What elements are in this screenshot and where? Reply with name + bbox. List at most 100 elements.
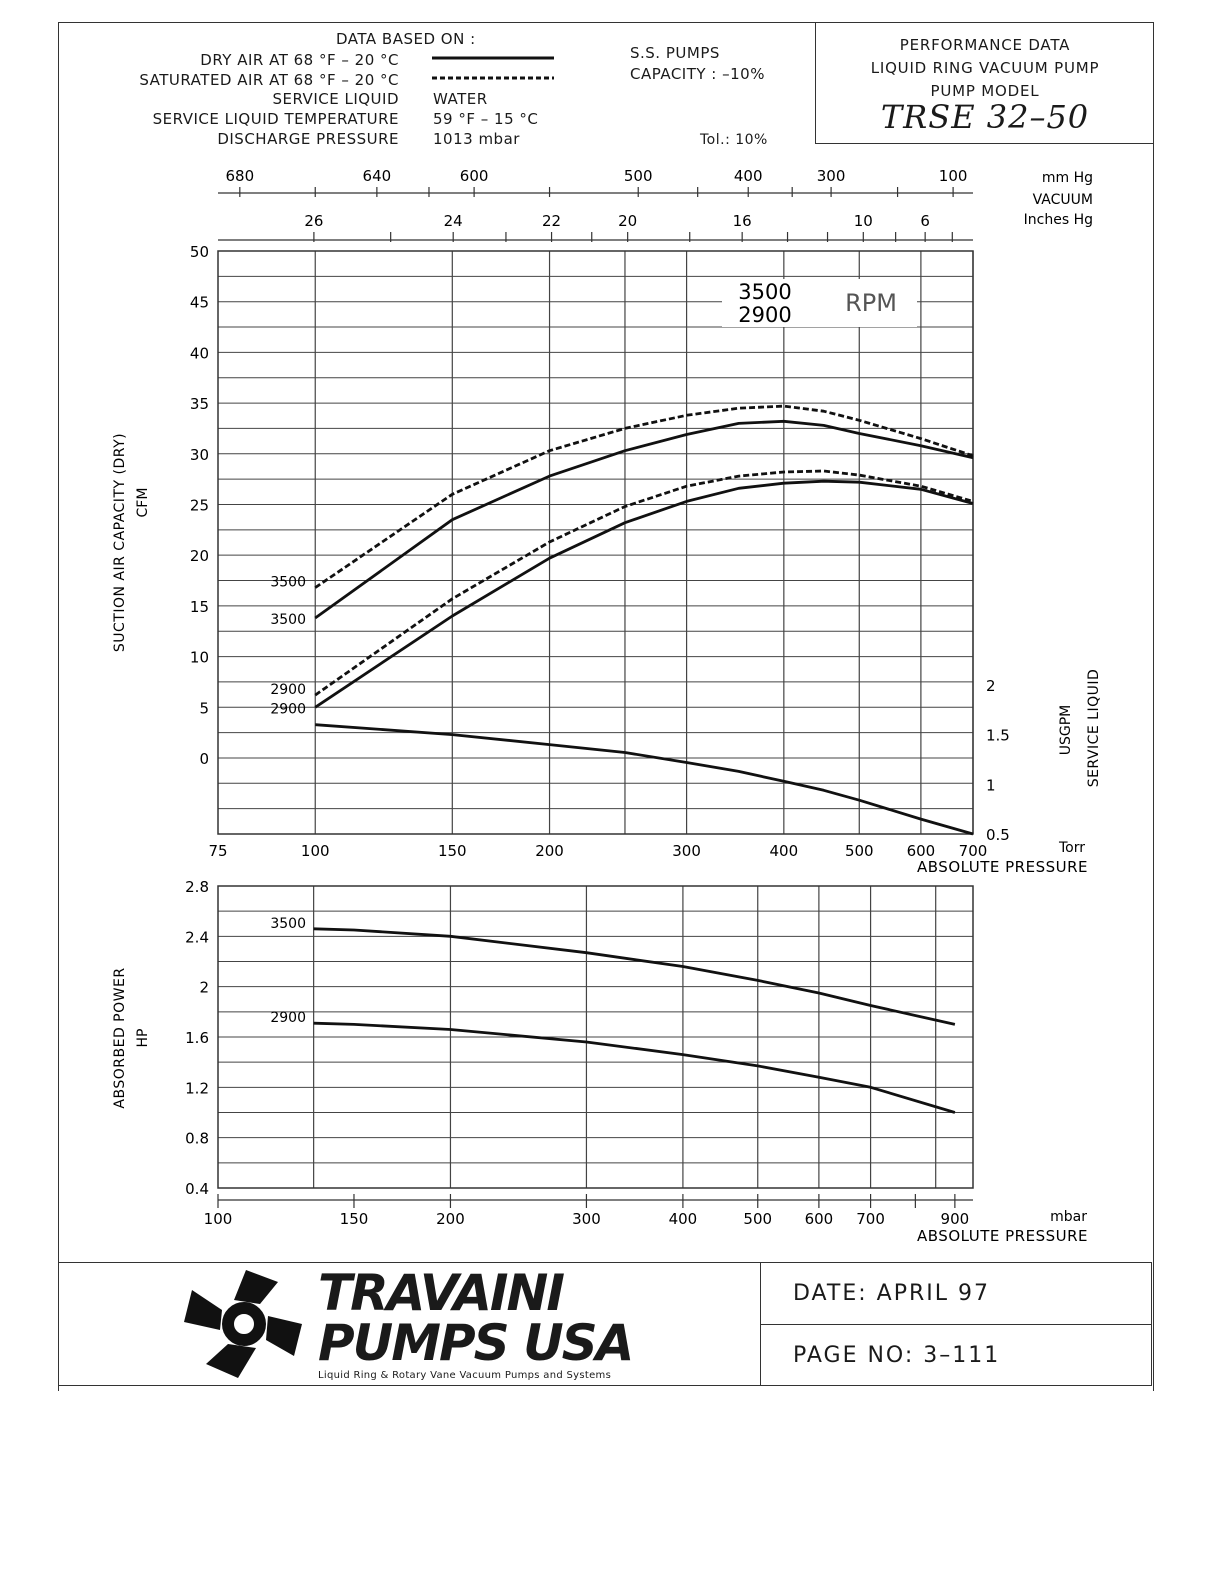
inhg-unit-label: Inches Hg xyxy=(1024,212,1093,228)
discharge-pressure-label: DISCHARGE PRESSURE xyxy=(217,130,399,148)
series-label-3500-dashed: 3500 xyxy=(270,575,306,591)
y-axis-unit: HP xyxy=(135,1029,151,1048)
y-tick-label: 20 xyxy=(190,547,209,565)
y-tick-label: 35 xyxy=(190,395,209,413)
service-liquid-tick-label: 0.5 xyxy=(986,826,1010,844)
mmhg-tick-label: 400 xyxy=(734,167,763,185)
series-label-2900-solid: 2900 xyxy=(270,701,306,717)
performance-charts: 0 5 10 15 20 25 30 35 40 45 50 75 100 150 200 300 400 500… xyxy=(112,167,1102,1245)
x-tick-label: 200 xyxy=(436,1210,465,1228)
travaini-logo-icon xyxy=(184,1270,302,1378)
service-liquid-label: SERVICE LIQUID xyxy=(272,90,399,108)
mmhg-tick-label: 100 xyxy=(939,167,968,185)
inhg-tick-label: 16 xyxy=(733,212,752,230)
x-tick-label: 150 xyxy=(340,1210,369,1228)
service-liquid-axis-title: SERVICE LIQUID xyxy=(1086,669,1102,788)
service-liquid-unit: USGPM xyxy=(1058,705,1074,756)
pump-model: TRSE 32–50 xyxy=(880,98,1090,136)
series-label-3500-solid: 3500 xyxy=(270,612,306,628)
mmhg-tick-label: 680 xyxy=(225,167,254,185)
service-liquid-tick-label: 2 xyxy=(986,677,996,695)
capacity-curve-3500-solid xyxy=(314,419,974,620)
rpm-label-3500: 3500 xyxy=(738,280,791,304)
capacity-note: CAPACITY : –10% xyxy=(630,65,765,83)
x-tick-label: 400 xyxy=(770,842,799,860)
pump-type: LIQUID RING VACUUM PUMP xyxy=(870,59,1100,77)
x-tick-label: 300 xyxy=(672,842,701,860)
x-unit-label: mbar xyxy=(1050,1209,1087,1225)
service-liquid-tick-label: 1 xyxy=(986,776,996,794)
vacuum-label: VACUUM xyxy=(1033,192,1093,208)
x-tick-label: 150 xyxy=(438,842,467,860)
y-tick-label: 2.8 xyxy=(185,878,209,896)
capacity-curve-3500-dashed xyxy=(314,404,974,589)
service-liquid-temperature-value: 59 °F – 15 °C xyxy=(433,110,539,128)
mmhg-tick-label: 500 xyxy=(624,167,653,185)
x-tick-label: 900 xyxy=(941,1210,970,1228)
mmhg-tick-label: 640 xyxy=(363,167,392,185)
inhg-tick-label: 24 xyxy=(444,212,463,230)
service-liquid-curve xyxy=(315,723,974,836)
x-tick-label: 600 xyxy=(907,842,936,860)
rpm-label-2900: 2900 xyxy=(738,303,791,327)
data-based-on-label: DATA BASED ON : xyxy=(336,30,476,48)
x-tick-label: 200 xyxy=(535,842,564,860)
date-field: DATE: APRIL 97 xyxy=(760,1262,1152,1325)
capacity-curve-2900-solid xyxy=(314,479,974,709)
brand-tagline: Liquid Ring & Rotary Vane Vacuum Pumps a… xyxy=(318,1370,612,1381)
series-label-3500: 3500 xyxy=(270,916,306,932)
series-label-2900-dashed: 2900 xyxy=(270,682,306,698)
y-axis-unit: CFM xyxy=(135,488,151,518)
y-tick-label: 45 xyxy=(190,294,209,312)
y-tick-label: 10 xyxy=(190,649,209,667)
y-tick-label: 1.6 xyxy=(185,1029,209,1047)
power-curve-3500 xyxy=(313,927,956,1026)
datasheet-frame xyxy=(58,22,1154,1391)
y-axis-title: SUCTION AIR CAPACITY (DRY) xyxy=(112,433,128,652)
x-tick-label: 500 xyxy=(743,1210,772,1228)
brand-line-1: TRAVAINI xyxy=(318,1264,565,1322)
x-axis-title: ABSOLUTE PRESSURE xyxy=(917,1227,1088,1245)
service-liquid-tick-label: 1.5 xyxy=(986,727,1010,745)
chart-1-plot-frame xyxy=(217,250,974,835)
x-tick-label: 100 xyxy=(301,842,330,860)
y-tick-label: 0.8 xyxy=(185,1130,209,1148)
y-tick-label: 30 xyxy=(190,446,209,464)
inhg-tick-label: 6 xyxy=(920,212,930,230)
y-tick-label: 1.2 xyxy=(185,1079,209,1097)
brand-line-2: PUMPS USA xyxy=(318,1314,634,1372)
x-unit-label: Torr xyxy=(1058,840,1085,856)
rpm-legend-background xyxy=(722,279,917,327)
service-liquid-value: WATER xyxy=(433,90,488,108)
brand-name: TRAVAINI PUMPS USA xyxy=(318,1264,634,1372)
mmhg-unit-label: mm Hg xyxy=(1042,170,1093,186)
performance-data-box: PERFORMANCE DATA LIQUID RING VACUUM PUMP… xyxy=(815,22,1153,144)
inhg-tick-label: 22 xyxy=(542,212,561,230)
y-tick-label: 0.4 xyxy=(185,1180,209,1198)
pump-model-label: PUMP MODEL xyxy=(930,82,1040,100)
y-tick-label: 5 xyxy=(199,699,209,717)
x-tick-label: 600 xyxy=(805,1210,834,1228)
power-curve-2900 xyxy=(313,1021,956,1114)
service-liquid-temperature-label: SERVICE LIQUID TEMPERATURE xyxy=(152,110,399,128)
y-tick-label: 50 xyxy=(190,243,209,261)
y-tick-label: 15 xyxy=(190,598,209,616)
inhg-tick-label: 26 xyxy=(304,212,323,230)
x-tick-label: 500 xyxy=(845,842,874,860)
x-tick-label: 700 xyxy=(856,1210,885,1228)
inhg-tick-label: 20 xyxy=(618,212,637,230)
x-axis-title: ABSOLUTE PRESSURE xyxy=(917,858,1088,876)
y-tick-label: 25 xyxy=(190,496,209,514)
capacity-curve-2900-dashed xyxy=(314,469,974,697)
y-tick-label: 0 xyxy=(199,750,209,768)
x-tick-label: 300 xyxy=(572,1210,601,1228)
x-tick-label: 75 xyxy=(208,842,227,860)
x-tick-label: 700 xyxy=(959,842,988,860)
x-tick-label: 400 xyxy=(669,1210,698,1228)
rpm-word: RPM xyxy=(845,289,897,317)
inhg-tick-label: 10 xyxy=(854,212,873,230)
tolerance-note: Tol.: 10% xyxy=(700,132,768,148)
legend-line-styles xyxy=(432,56,554,80)
chart-2-plot-frame xyxy=(217,885,974,1189)
pumps-note: S.S. PUMPS xyxy=(630,44,720,62)
